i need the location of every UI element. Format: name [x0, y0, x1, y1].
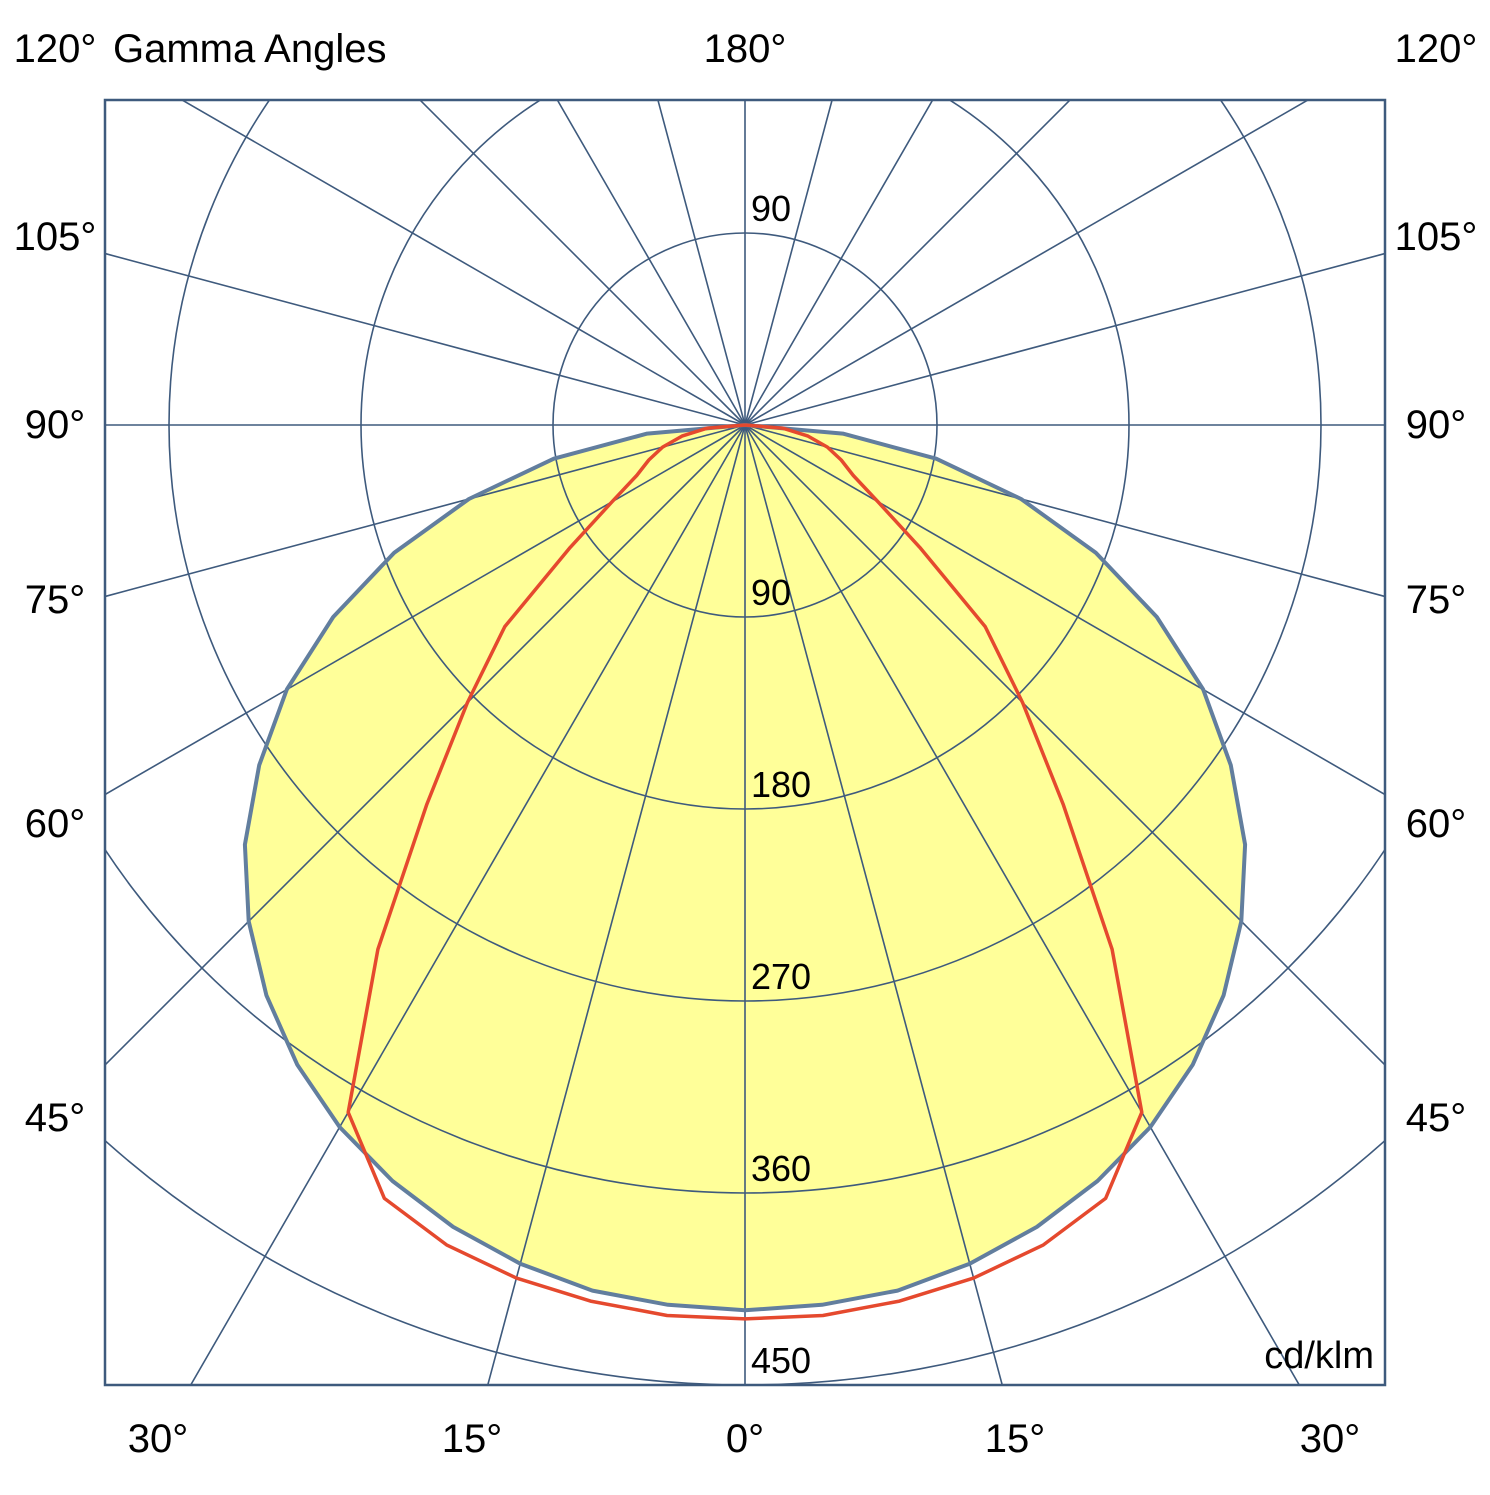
grid-radial-line	[744, 100, 934, 426]
gamma-angle-label-bottom: 15°	[442, 1417, 503, 1461]
gamma-angle-label-right: 60°	[1406, 802, 1467, 846]
gamma-angle-label-right: 75°	[1406, 578, 1467, 622]
gamma-angle-label-right: 120°	[1395, 27, 1478, 71]
grid-radial-line	[105, 252, 746, 426]
gamma-angle-label-left: 75°	[25, 578, 86, 622]
grid-radial-line	[744, 100, 1310, 426]
gamma-angle-label-right: 45°	[1406, 1096, 1467, 1140]
grid-radial-line	[486, 424, 746, 1385]
plot-border	[103, 98, 1387, 1387]
distribution-curve-C90-C270	[346, 423, 1144, 1321]
gamma-180-label: 180°	[704, 27, 787, 71]
grid-radial-line	[657, 100, 746, 426]
gamma-angle-label-bottom: 15°	[985, 1417, 1046, 1461]
gamma-angle-label-left: 120°	[14, 27, 97, 71]
grid-radial-line	[105, 424, 746, 598]
gamma-angle-label-left: 90°	[25, 403, 86, 447]
unit-label: cd/klm	[1264, 1335, 1374, 1377]
radial-tick-label: 360	[751, 1148, 811, 1189]
grid-radial-line	[744, 424, 1385, 598]
grid-radial-line	[744, 424, 1385, 1067]
radial-tick-label: 90	[751, 572, 791, 613]
gamma-angle-label-bottom: 30°	[1300, 1417, 1361, 1461]
radial-tick-label: 450	[751, 1340, 811, 1381]
gamma-angle-label-bottom: 0°	[726, 1417, 764, 1461]
grid-radial-line	[556, 100, 746, 426]
grid-radial-line	[744, 100, 833, 426]
grid-radial-line	[744, 100, 1072, 426]
grid-radial-line	[180, 100, 746, 426]
grid-radial-line	[744, 252, 1385, 426]
gamma-angle-label-right: 105°	[1395, 215, 1478, 259]
grid-radial-line	[105, 424, 746, 796]
gamma-angle-label-bottom: 30°	[128, 1417, 189, 1461]
radial-tick-label: 270	[751, 956, 811, 997]
grid-radial-line	[744, 424, 1301, 1385]
grid-radial-line	[105, 424, 746, 1067]
angle-labels: Gamma Angles 180° cd/klm 120° 105° 90° 75° 60° 4…	[14, 27, 1478, 1461]
radial-tick-labels: 90 90 180 270 360 450	[751, 188, 811, 1381]
grid-radial-line	[744, 424, 1004, 1385]
gamma-angle-label-right: 90°	[1406, 403, 1467, 447]
gamma-angle-label-left: 45°	[25, 1096, 86, 1140]
grid-radial-line	[418, 100, 746, 426]
distribution-curve-C0-C180	[242, 423, 1248, 1313]
grid-radial-line	[744, 424, 1385, 796]
grid-radial-line	[189, 424, 746, 1385]
radial-tick-label: 90	[751, 188, 791, 229]
chart-title: Gamma Angles	[113, 27, 386, 71]
radial-tick-label: 180	[751, 764, 811, 805]
gamma-angle-label-left: 60°	[25, 802, 86, 846]
gamma-angle-label-left: 105°	[14, 215, 97, 259]
